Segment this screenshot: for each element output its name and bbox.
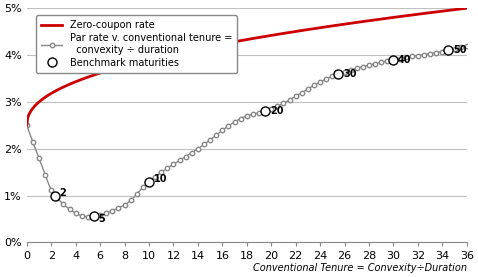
- Text: 10: 10: [154, 174, 167, 184]
- Text: 40: 40: [397, 55, 411, 65]
- Text: 5: 5: [98, 214, 105, 224]
- Text: 30: 30: [343, 69, 357, 79]
- X-axis label: Conventional Tenure = Convexity÷Duration: Conventional Tenure = Convexity÷Duration: [253, 263, 467, 273]
- Text: 20: 20: [270, 106, 283, 116]
- Legend: Zero-coupon rate, Par rate v. conventional tenure =
  convexity ÷ duration, Benc: Zero-coupon rate, Par rate v. convention…: [36, 15, 237, 73]
- Text: 50: 50: [454, 45, 467, 55]
- Text: 2: 2: [59, 188, 66, 198]
